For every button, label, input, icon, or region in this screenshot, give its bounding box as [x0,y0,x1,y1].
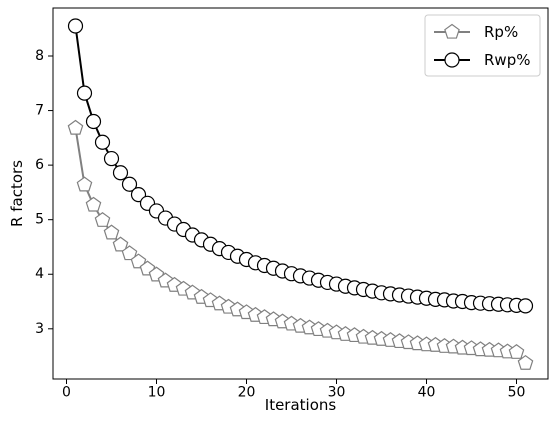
x-tick-label: 20 [238,385,256,401]
x-tick-label: 50 [508,385,526,401]
axis-layer: 0 10 20 30 40 50 3 4 5 6 7 8 [35,48,525,401]
series-rp-point [508,344,525,359]
plot-frame [52,7,549,380]
legend: Rp% Rwp% [424,14,541,77]
series-rwp-point [517,298,534,314]
x-tick-label: 10 [148,385,166,401]
series-rp-point [130,253,147,269]
x-tick-label: 0 [62,385,71,401]
series-rwp-point [76,85,93,101]
legend-rwp-label: Rwp% [484,51,530,69]
y-axis-label: R factors [8,160,26,227]
series-rwp-point [112,165,129,181]
series-rp-point [103,224,120,240]
series-rp-point [67,119,84,135]
y-tick-label: 8 [35,48,44,64]
series-rwp-point [94,134,111,150]
series-rwp-point [67,18,84,34]
y-tick-label: 7 [35,103,44,119]
legend-rwp-marker [444,52,460,68]
series-rp-point [517,354,534,370]
legend-rp-label: Rp% [484,23,518,41]
x-axis-label: Iterations [265,396,337,414]
series-layer [67,18,534,370]
y-tick-label: 4 [35,266,44,282]
series-rwp-point [121,176,138,192]
series-rp-point [121,245,138,261]
legend-rp-marker [444,23,460,39]
x-tick-label: 30 [328,385,346,401]
y-tick-label: 3 [35,321,44,337]
series-rwp-point [103,150,120,167]
series-rp-point [76,176,93,192]
x-tick-label: 40 [418,385,436,401]
series-rp-point [112,236,129,252]
series-rwp-point [85,113,102,130]
series-rp-point [94,211,111,227]
y-tick-label: 6 [35,157,44,173]
series-rp-point [85,196,102,212]
y-tick-label: 5 [35,212,44,228]
